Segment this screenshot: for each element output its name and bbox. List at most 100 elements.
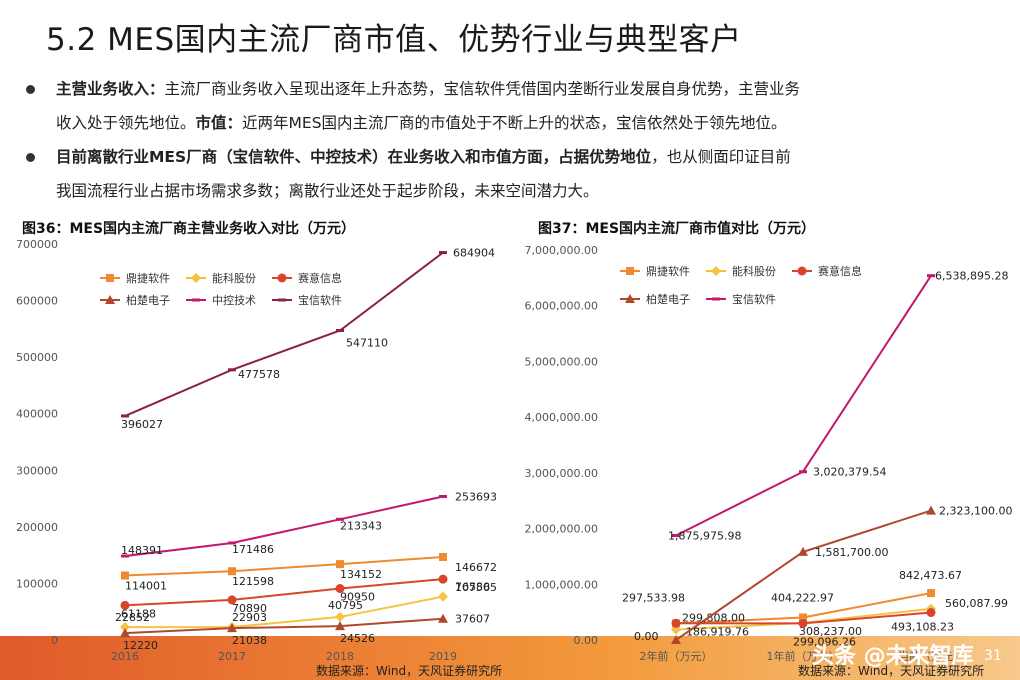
chart2-legend-marker [626, 267, 634, 275]
chart2-xtick-label: 1年前（万元） [767, 649, 840, 663]
chart2-data-label: 1,581,700.00 [815, 546, 888, 559]
chart1-data-label: 114001 [125, 580, 167, 593]
chart1-series-line [124, 595, 444, 629]
chart2-legend-label: 赛意信息 [818, 264, 862, 278]
bullet-dot [26, 153, 35, 162]
chart2-ytick-label: 2,000,000.00 [525, 523, 598, 536]
chart2-legend-marker [797, 266, 807, 276]
chart2-data-label: 842,473.67 [899, 569, 962, 582]
chart1-data-point [227, 623, 237, 633]
chart2-data-label: 308,237.00 [799, 625, 862, 638]
chart1-legend-marker [191, 273, 201, 283]
chart1-data-point [228, 368, 236, 372]
chart1-data-point [120, 622, 130, 633]
chart2-data-point [798, 546, 808, 556]
chart1-data-label: 253693 [455, 490, 497, 503]
chart2-data-point [672, 533, 680, 537]
bullet-discrete: 目前离散行业MES厂商（宝信软件、中控技术）在业务收入和市值方面，占据优势地位，… [26, 140, 986, 208]
chart1-data-label: 37607 [455, 613, 490, 626]
chart1-data-point [438, 613, 448, 623]
chart2-data-label: 0.00 [634, 630, 659, 643]
chart2-source: 数据来源：Wind，天风证券研究所 [798, 664, 985, 678]
chart2-data-label: 299,808.00 [682, 611, 745, 624]
bullet1-line2: 收入处于领先地位。 [56, 114, 196, 132]
chart2-data-point [671, 624, 681, 635]
chart1-series-line [124, 495, 444, 558]
chart1-series-line [124, 578, 444, 607]
chart1-data-point [227, 595, 237, 605]
chart2-data-point [926, 608, 936, 618]
chart1-data-point [438, 574, 448, 584]
chart1-series-line [124, 617, 444, 635]
chart1-data-label: 684904 [453, 247, 495, 260]
chart2-title: 图37：MES国内主流厂商市值对比（万元） [538, 221, 816, 237]
chart2-legend-marker [711, 266, 721, 276]
chart1-data-label: 148391 [121, 544, 163, 557]
chart2-xtick-label: 当前（万元） [898, 649, 964, 663]
chart1-legend-label: 中控技术 [212, 293, 256, 307]
chart1-data-label: 477578 [238, 368, 280, 381]
chart1-legend-marker [278, 298, 286, 302]
page-number: 31 [984, 648, 1002, 664]
bullet2-heading: 目前离散行业MES厂商（宝信软件、中控技术）在业务收入和市值方面，占据优势地位 [56, 148, 652, 166]
chart1-legend-marker [106, 274, 114, 282]
chart1-series-line [124, 251, 444, 417]
chart1-legend-label: 柏楚电子 [126, 293, 170, 307]
chart2-data-label: 404,222.97 [771, 591, 834, 604]
chart1-data-point [336, 517, 344, 521]
chart1-data-label: 146672 [455, 561, 497, 574]
chart1-ytick-label: 100000 [16, 577, 58, 590]
chart2-data-point [927, 589, 935, 598]
chart1-ytick-label: 500000 [16, 351, 58, 364]
chart1-legend-marker [277, 273, 287, 283]
chart1-data-label: 24526 [340, 632, 375, 645]
chart1-data-point [121, 571, 129, 580]
bullet2-text: ，也从侧面印证目前 [651, 148, 791, 166]
chart1-data-label: 21038 [232, 634, 267, 647]
chart1-xtick-label: 2018 [326, 650, 354, 663]
chart1-data-point [335, 611, 345, 622]
chart2-data-label: 297,533.98 [622, 591, 685, 604]
chart1-data-label: 396027 [121, 418, 163, 431]
bullet1-heading2: 市值： [195, 114, 243, 132]
chart2-legend-label: 能科股份 [732, 264, 776, 278]
chart2-ytick-label: 3,000,000.00 [525, 467, 598, 480]
chart1-data-label: 121598 [232, 575, 274, 588]
chart2-data-point [798, 618, 808, 628]
chart1-data-label: 76580 [455, 581, 490, 594]
chart2-data-point [926, 505, 936, 515]
chart1-legend-label: 鼎捷软件 [126, 271, 170, 285]
bullet-revenue: 主营业务收入：主流厂商业务收入呈现出逐年上升态势，宝信软件凭借国内垄断行业发展自… [26, 72, 986, 140]
chart1-data-label: 61188 [121, 607, 156, 620]
bullet-dot [26, 85, 35, 94]
watermark-text: 头条 @未来智库 [812, 644, 974, 669]
chart2-data-label: 493,108.23 [891, 621, 954, 634]
chart2-legend-label: 鼎捷软件 [646, 264, 690, 278]
chart2-data-label: 186,919.76 [686, 626, 749, 639]
chart2-data-point [671, 635, 681, 644]
chart2-legend-label: 宝信软件 [732, 292, 776, 306]
chart1-data-point [439, 494, 447, 498]
chart1-data-label: 12220 [123, 639, 158, 652]
chart1-legend-label: 能科股份 [212, 271, 256, 285]
chart2-data-label: 3,020,379.54 [813, 466, 886, 479]
chart1-ytick-label: 700000 [16, 238, 58, 251]
chart1-data-point [439, 251, 447, 255]
chart1-data-label: 40795 [328, 599, 363, 612]
chart2-data-point [927, 274, 935, 278]
chart2-data-label: 560,087.99 [945, 597, 1008, 610]
chart1-ytick-label: 400000 [16, 408, 58, 421]
chart1-data-point [228, 567, 236, 576]
chart2-xtick-label: 2年前（万元） [640, 649, 713, 663]
chart1-legend-marker [105, 295, 115, 304]
chart1-ytick-label: 600000 [16, 295, 58, 308]
chart2-ytick-label: 7,000,000.00 [525, 244, 598, 257]
chart2-legend-marker [712, 297, 720, 301]
chart1-data-label: 90950 [340, 591, 375, 604]
chart1-data-point [121, 554, 129, 558]
chart1-data-label: 134152 [340, 568, 382, 581]
chart1-title: 图36：MES国内主流厂商主营业务收入对比（万元） [22, 221, 356, 237]
chart1-data-point [228, 541, 236, 545]
chart1-legend-label: 宝信软件 [298, 293, 342, 307]
